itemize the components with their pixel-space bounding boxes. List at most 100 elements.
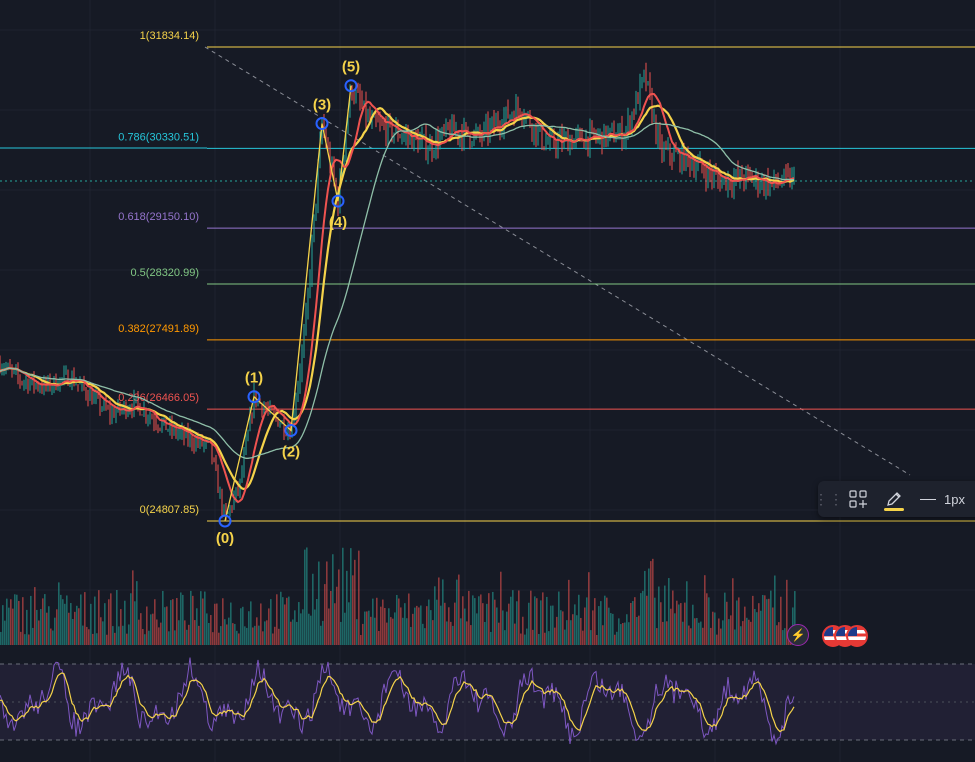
volume-bar <box>404 603 406 645</box>
volume-bar <box>100 617 102 645</box>
elliott-wave[interactable]: (0) (1) (2) (3) (4) (5) <box>216 59 360 547</box>
volume-bar <box>774 575 776 645</box>
volume-bar <box>332 554 334 645</box>
volume-bar <box>398 598 400 645</box>
volume-bar <box>140 613 142 645</box>
fib-level-label: 0.618(29150.10) <box>118 211 199 223</box>
oscillator-band <box>0 663 975 741</box>
oscillator-signal-line <box>0 672 795 733</box>
volume-bar <box>64 603 66 645</box>
volume-bar <box>276 594 278 645</box>
volume-bar <box>544 632 546 645</box>
volume-bar <box>670 608 672 645</box>
volume-bar <box>78 608 80 645</box>
volume-bar <box>214 603 216 645</box>
volume-bar <box>106 634 108 645</box>
volume-bar <box>102 621 104 645</box>
volume-bar <box>518 590 520 645</box>
volume-bar <box>470 625 472 645</box>
volume-bar <box>368 610 370 645</box>
lightning-icon[interactable]: ⚡ <box>787 624 809 646</box>
volume-bar <box>142 628 144 645</box>
volume-bar <box>664 585 666 645</box>
volume-bar <box>36 609 38 645</box>
volume-bar <box>152 613 154 645</box>
volume-bar <box>208 622 210 645</box>
volume-bar <box>590 630 592 645</box>
volume-bar <box>264 621 266 645</box>
volume-bar <box>754 608 756 645</box>
volume-bar <box>86 626 88 645</box>
volume-bar <box>348 602 350 645</box>
volume-bar <box>758 603 760 645</box>
volume-bar <box>486 603 488 645</box>
volume-bar <box>456 579 458 645</box>
volume-bar <box>166 606 168 645</box>
volume-bar <box>628 622 630 645</box>
volume-bar <box>428 599 430 645</box>
volume-bar <box>98 590 100 645</box>
volume-bar <box>494 599 496 645</box>
volume-bar <box>556 616 558 645</box>
volume-bar <box>528 602 530 645</box>
volume-bar <box>156 619 158 645</box>
volume-bar <box>462 596 464 645</box>
volume-bar <box>426 606 428 645</box>
volume-bar <box>358 550 360 645</box>
us-flag-icon[interactable] <box>846 625 868 647</box>
drawing-toolbar[interactable]: ⋮⋮ 1px <box>814 481 975 517</box>
volume-bar <box>712 611 714 645</box>
wave-label: (5) <box>342 59 360 76</box>
moving-average-red <box>0 92 795 504</box>
volume-bar <box>510 596 512 645</box>
volume-bar <box>520 633 522 645</box>
volume-bar <box>512 590 514 645</box>
volume-bar <box>570 620 572 645</box>
volume-bar <box>46 612 48 645</box>
volume-bar <box>258 625 260 645</box>
volume-bar <box>40 609 42 645</box>
volume-bar <box>640 593 642 645</box>
objects-tree-icon[interactable] <box>840 481 876 517</box>
volume-bar <box>542 592 544 645</box>
volume-bar <box>274 626 276 645</box>
volume-bar <box>622 622 624 645</box>
volume-bar <box>402 617 404 645</box>
volume-bar <box>310 615 312 645</box>
volume-bar <box>378 630 380 645</box>
volume-bar <box>250 601 252 645</box>
volume-bar <box>234 623 236 645</box>
volume-bar <box>20 631 22 645</box>
volume-bar <box>224 619 226 645</box>
volume-bar <box>56 609 58 645</box>
volume-bar <box>526 628 528 645</box>
volume-bar <box>472 595 474 645</box>
volume-bar <box>446 621 448 645</box>
volume-bar <box>220 626 222 645</box>
volume-bar <box>10 599 12 645</box>
volume-bar <box>60 594 62 645</box>
volume-bar <box>242 606 244 645</box>
volume-bar <box>188 624 190 645</box>
volume-bar <box>232 623 234 645</box>
volume-bar <box>716 634 718 645</box>
line-width-button[interactable]: 1px <box>912 492 965 507</box>
volume-bar <box>246 627 248 645</box>
pencil-icon[interactable] <box>876 481 912 517</box>
volume-bar <box>380 606 382 645</box>
volume-bar <box>596 634 598 645</box>
fibonacci-retracement[interactable]: 1(31834.14) 0.786(30330.51) 0.618(29150.10… <box>0 30 975 522</box>
volume-bar <box>700 621 702 645</box>
volume-bar <box>630 603 632 645</box>
drag-handle-icon[interactable]: ⋮⋮ <box>814 490 844 507</box>
volume-bar <box>330 590 332 645</box>
volume-bar <box>0 631 2 645</box>
volume-bar <box>564 629 566 645</box>
volume-bar <box>482 603 484 645</box>
volume-bar <box>682 621 684 645</box>
volume-bar <box>154 599 156 645</box>
wave-label: (1) <box>245 370 263 387</box>
volume-bar <box>460 618 462 645</box>
volume-bar <box>464 608 466 645</box>
